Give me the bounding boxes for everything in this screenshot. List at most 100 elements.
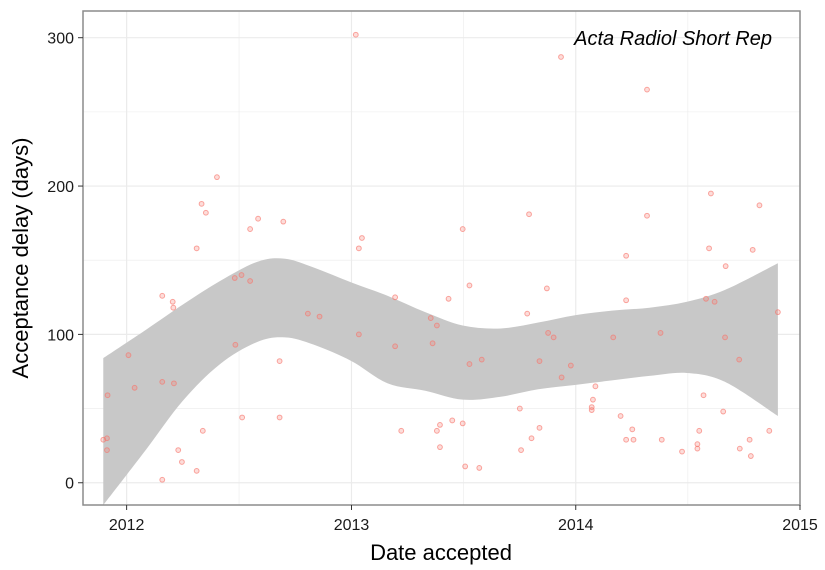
data-point	[558, 374, 565, 381]
y-tick-label: 200	[47, 179, 74, 196]
data-point	[722, 263, 729, 270]
smooth-confidence-band	[103, 258, 778, 505]
data-point	[193, 245, 200, 252]
data-point	[703, 295, 709, 302]
data-point	[679, 448, 685, 455]
data-point	[255, 215, 262, 222]
data-point	[588, 407, 595, 413]
y-axis-ticks: 0 100 200 300	[47, 31, 83, 493]
data-point	[104, 392, 111, 399]
data-point	[159, 476, 166, 483]
data-point	[193, 467, 200, 474]
data-point	[449, 417, 456, 424]
data-point	[247, 278, 254, 284]
data-point	[159, 378, 166, 385]
data-point	[736, 356, 743, 363]
data-point	[747, 453, 754, 459]
data-point	[623, 252, 630, 259]
data-point	[466, 282, 473, 289]
data-point	[398, 427, 405, 434]
data-point	[276, 358, 283, 365]
data-point	[392, 294, 399, 301]
data-point	[199, 427, 206, 434]
data-point	[280, 218, 287, 225]
data-point	[429, 340, 436, 347]
data-point	[617, 413, 624, 419]
data-point	[355, 331, 362, 338]
data-point	[359, 235, 365, 241]
x-tick-label: 2015	[782, 517, 818, 534]
data-point	[766, 427, 773, 434]
data-point	[352, 31, 359, 38]
data-point	[736, 445, 743, 452]
data-point	[550, 334, 557, 341]
y-tick-label: 0	[65, 476, 74, 493]
data-point	[276, 414, 283, 421]
data-point	[657, 330, 664, 336]
data-point	[202, 209, 209, 216]
data-point	[524, 310, 531, 317]
data-points	[100, 31, 781, 483]
data-point	[104, 435, 110, 442]
data-point	[749, 246, 756, 253]
data-point	[427, 315, 434, 321]
data-point	[623, 297, 630, 304]
x-tick-label: 2013	[334, 517, 370, 534]
data-point	[316, 313, 323, 320]
data-point	[392, 343, 399, 350]
data-point	[131, 384, 138, 391]
panel-background	[83, 11, 800, 505]
data-point	[706, 245, 712, 252]
data-point	[630, 436, 637, 443]
data-point	[746, 436, 753, 443]
data-point	[536, 424, 543, 431]
data-point	[558, 54, 564, 60]
data-point	[170, 304, 177, 311]
y-tick-label: 300	[47, 31, 74, 48]
data-point	[459, 226, 466, 232]
panel-border	[82, 10, 801, 506]
data-point	[543, 285, 550, 292]
y-axis-title: Acceptance delay (days)	[8, 138, 33, 379]
data-point	[644, 86, 650, 93]
data-point	[720, 408, 727, 415]
data-point	[774, 309, 781, 316]
data-point	[104, 447, 110, 454]
data-point	[516, 405, 523, 412]
data-point	[545, 330, 551, 336]
data-point	[247, 226, 254, 232]
data-point	[231, 275, 238, 281]
x-axis-ticks: 2012 2013 2014 2015	[109, 505, 818, 534]
data-point	[644, 212, 650, 219]
data-point	[437, 421, 443, 428]
data-point	[708, 190, 714, 197]
data-point	[198, 200, 205, 207]
data-point	[169, 298, 176, 305]
x-axis-title: Date accepted	[370, 540, 512, 565]
data-point	[629, 426, 636, 433]
data-point	[462, 463, 469, 470]
data-point	[304, 310, 311, 317]
data-point	[433, 322, 440, 329]
data-point	[528, 435, 535, 442]
data-point	[433, 427, 440, 434]
data-point	[696, 427, 703, 434]
data-point	[239, 414, 246, 421]
data-point	[756, 202, 763, 209]
data-point	[355, 245, 362, 252]
panel-title: Acta Radiol Short Rep	[573, 28, 772, 50]
data-point	[459, 420, 466, 427]
data-point	[175, 447, 182, 454]
data-point	[171, 380, 177, 387]
x-tick-label: 2012	[109, 517, 145, 534]
data-point	[590, 396, 596, 403]
data-point	[478, 356, 485, 363]
y-tick-label: 100	[47, 327, 74, 344]
data-point	[722, 334, 728, 341]
data-point	[592, 383, 599, 390]
data-point	[232, 341, 239, 348]
data-point	[536, 358, 543, 365]
data-point	[658, 436, 665, 443]
data-point	[238, 272, 245, 278]
